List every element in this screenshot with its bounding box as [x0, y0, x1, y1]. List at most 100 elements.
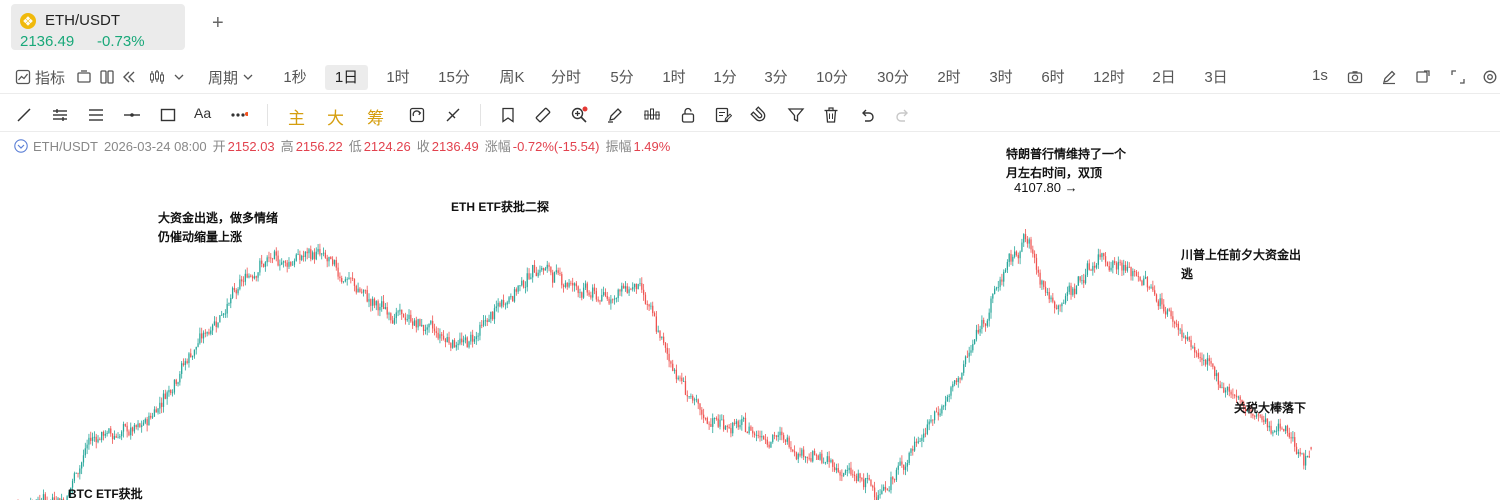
candle-body — [582, 287, 585, 298]
symbol-tab[interactable]: ETH/USDT 2136.49 -0.73% — [11, 4, 185, 50]
candle-body — [926, 424, 928, 434]
period-2h[interactable]: 2时 — [937, 69, 961, 86]
period-10m[interactable]: 10分 — [816, 69, 848, 86]
bookmark-icon[interactable] — [499, 106, 517, 124]
big-order-toggle[interactable]: 大 — [327, 109, 344, 128]
magnet-icon[interactable] — [750, 106, 768, 124]
fullscreen-icon[interactable] — [1450, 69, 1466, 85]
candle-body — [788, 437, 790, 447]
candle-body — [282, 261, 285, 263]
period-1d[interactable]: 1日 — [325, 65, 368, 90]
candle-body — [1166, 309, 1169, 315]
candle-body — [86, 444, 88, 449]
period-6h[interactable]: 6时 — [1041, 69, 1065, 86]
text-tool[interactable]: Aa — [194, 105, 212, 121]
period-1s[interactable]: 1秒 — [283, 69, 307, 86]
candle-body — [630, 289, 632, 291]
candle-body — [730, 427, 732, 434]
indicator-button[interactable]: 指标 — [35, 70, 66, 87]
period-4h[interactable]: 1时 — [386, 69, 410, 86]
candle-body — [410, 314, 412, 322]
rectangle-icon[interactable] — [159, 106, 177, 124]
candle-body — [381, 301, 383, 307]
trend-line-icon[interactable] — [15, 106, 33, 124]
period-3h[interactable]: 3时 — [989, 69, 1013, 86]
candle-body — [79, 468, 81, 474]
chart-type-icon[interactable] — [76, 69, 92, 85]
popout-icon[interactable] — [1415, 69, 1431, 85]
layout-icon[interactable] — [99, 69, 115, 85]
chip-distribution-toggle[interactable]: 筹 — [367, 109, 384, 128]
collapse-chevron-icon[interactable] — [14, 139, 28, 153]
interval-1s-button[interactable]: 1s — [1312, 67, 1328, 84]
period-12h[interactable]: 12时 — [1093, 69, 1125, 86]
candle-body — [82, 455, 85, 463]
candle-body — [1228, 386, 1230, 392]
period-5m[interactable]: 5分 — [610, 69, 634, 86]
settings-icon[interactable] — [1482, 69, 1498, 85]
filter-icon[interactable] — [787, 106, 805, 124]
candle-body — [231, 287, 234, 298]
horizontal-line-icon[interactable] — [123, 106, 141, 124]
period-1h[interactable]: 1时 — [662, 69, 686, 86]
edit-list-icon[interactable] — [714, 106, 732, 124]
period-30m[interactable]: 30分 — [877, 69, 909, 86]
info-datetime: 2026-03-24 08:00 — [104, 139, 207, 154]
candle-body — [201, 333, 203, 339]
period-3m[interactable]: 3分 — [764, 69, 788, 86]
amplitude-label: 振幅 — [605, 139, 632, 154]
candle-body — [1050, 297, 1052, 300]
candle-body — [457, 343, 459, 346]
period-dropdown[interactable]: 周期 — [208, 70, 239, 87]
undo-icon[interactable] — [858, 106, 876, 124]
candle-body — [615, 298, 617, 299]
period-3d[interactable]: 3日 — [1204, 69, 1228, 86]
redo-icon[interactable] — [894, 106, 912, 124]
candle-body — [1030, 239, 1032, 250]
candlestick-style-icon[interactable] — [149, 69, 165, 85]
candle-body — [963, 364, 965, 373]
candle-body — [317, 248, 319, 252]
indicator-icon[interactable] — [15, 69, 31, 85]
trash-icon[interactable] — [822, 106, 840, 124]
zoom-in-icon[interactable] — [570, 106, 588, 124]
period-2d[interactable]: 2日 — [1152, 69, 1176, 86]
measure-icon[interactable] — [444, 106, 462, 124]
candle-body — [153, 409, 156, 417]
candle-body — [863, 479, 865, 488]
candle-body — [843, 473, 845, 476]
candle-body — [1124, 264, 1127, 271]
brush-icon[interactable] — [606, 106, 624, 124]
chevron-down-icon[interactable] — [171, 69, 187, 85]
camera-icon[interactable] — [1347, 69, 1363, 85]
period-weekly[interactable]: 周K — [499, 69, 525, 86]
candle-body — [246, 273, 248, 278]
chevron-down-icon[interactable] — [240, 69, 256, 85]
period-1m[interactable]: 1分 — [713, 69, 737, 86]
fib-lines-icon[interactable] — [87, 106, 105, 124]
candle-body — [695, 399, 698, 401]
candle-body — [373, 298, 376, 306]
candle-body — [291, 264, 294, 266]
pencil-icon[interactable] — [1381, 69, 1397, 85]
rewind-icon[interactable] — [121, 69, 137, 85]
unlock-icon[interactable] — [679, 106, 697, 124]
refresh-icon[interactable] — [408, 106, 426, 124]
candles-icon[interactable] — [643, 106, 661, 124]
main-chart-toggle[interactable]: 主 — [288, 109, 305, 128]
candlestick-chart[interactable] — [0, 158, 1500, 500]
annotation-line: 仍催动缩量上涨 — [158, 230, 243, 244]
add-tab-button[interactable]: + — [212, 12, 224, 34]
period-timeshare[interactable]: 分时 — [550, 69, 581, 86]
candle-body — [142, 422, 145, 426]
candle-body — [733, 422, 736, 424]
candle-body — [1244, 408, 1247, 412]
channel-icon[interactable] — [51, 106, 69, 124]
candle-body — [1119, 261, 1121, 263]
more-tools-icon[interactable] — [230, 106, 248, 124]
candle-body — [783, 435, 785, 440]
candle-body — [686, 394, 688, 397]
period-15m[interactable]: 15分 — [438, 69, 470, 86]
ruler-icon[interactable] — [534, 106, 552, 124]
candle-body — [555, 270, 557, 273]
